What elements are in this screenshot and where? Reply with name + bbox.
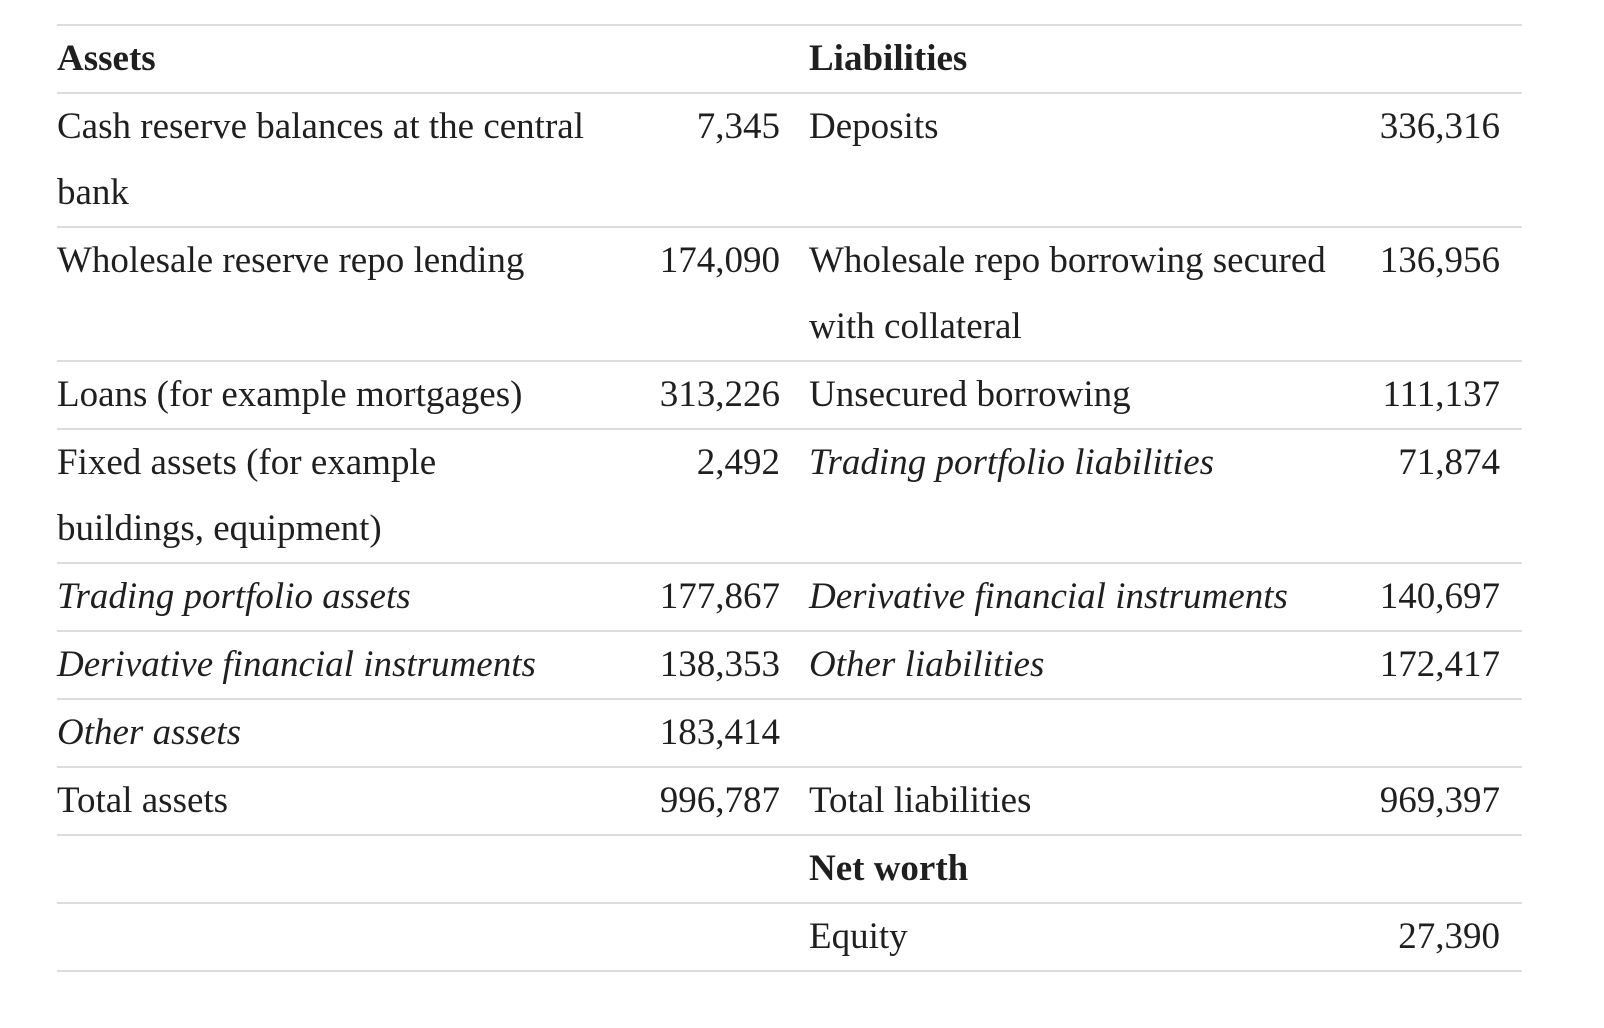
table-row: Cash reserve balances at the central ban… xyxy=(57,93,1522,227)
asset-value: 177,867 xyxy=(659,576,780,617)
header-row: Assets Liabilities xyxy=(57,25,1522,93)
asset-label: Trading portfolio assets xyxy=(57,576,411,617)
empty-cell xyxy=(592,25,786,93)
liability-value xyxy=(1346,699,1522,767)
asset-value: 2,492 xyxy=(696,442,780,483)
net-worth-header-row: Net worth xyxy=(57,835,1522,903)
liability-label: Trading portfolio liabilities xyxy=(809,442,1215,483)
total-assets-value: 996,787 xyxy=(659,780,780,821)
assets-header: Assets xyxy=(57,38,156,79)
equity-row: Equity 27,390 xyxy=(57,903,1522,971)
asset-label: Other assets xyxy=(57,712,241,753)
asset-label: Wholesale reserve repo lending xyxy=(57,240,525,281)
asset-value: 174,090 xyxy=(659,240,780,281)
asset-label: Cash reserve balances at the central ban… xyxy=(57,106,584,213)
asset-value: 183,414 xyxy=(659,712,780,753)
equity-value: 27,390 xyxy=(1398,916,1500,957)
total-liabilities-label: Total liabilities xyxy=(809,780,1032,821)
total-assets-label: Total assets xyxy=(57,780,229,821)
table-row: Trading portfolio assets 177,867 Derivat… xyxy=(57,563,1522,631)
balance-sheet-table: Assets Liabilities Cash reserve balances… xyxy=(57,24,1522,972)
liability-value: 336,316 xyxy=(1379,106,1500,147)
liability-value: 172,417 xyxy=(1379,644,1500,685)
table-row: Wholesale reserve repo lending 174,090 W… xyxy=(57,227,1522,361)
empty-cell xyxy=(592,903,786,971)
liability-label: Deposits xyxy=(809,106,939,147)
liability-value: 140,697 xyxy=(1379,576,1500,617)
liability-label: Unsecured borrowing xyxy=(809,374,1131,415)
equity-label: Equity xyxy=(809,916,908,957)
liability-label: Derivative financial instruments xyxy=(809,576,1288,617)
asset-label: Loans (for example mortgages) xyxy=(57,374,523,415)
liability-label xyxy=(786,699,1346,767)
table-row: Other assets 183,414 xyxy=(57,699,1522,767)
total-row: Total assets 996,787 Total liabilities 9… xyxy=(57,767,1522,835)
table-row: Fixed assets (for example buildings, equ… xyxy=(57,429,1522,563)
liability-value: 71,874 xyxy=(1398,442,1500,483)
asset-value: 138,353 xyxy=(659,644,780,685)
total-liabilities-value: 969,397 xyxy=(1379,780,1500,821)
liability-value: 136,956 xyxy=(1379,240,1500,281)
liability-value: 111,137 xyxy=(1382,374,1500,415)
table-row: Derivative financial instruments 138,353… xyxy=(57,631,1522,699)
empty-cell xyxy=(592,835,786,903)
asset-value: 313,226 xyxy=(659,374,780,415)
liability-label: Other liabilities xyxy=(809,644,1045,685)
liabilities-header: Liabilities xyxy=(809,38,968,79)
empty-cell xyxy=(57,903,592,971)
asset-label: Fixed assets (for example buildings, equ… xyxy=(57,442,437,549)
asset-value: 7,345 xyxy=(696,106,780,147)
empty-cell xyxy=(57,835,592,903)
empty-cell xyxy=(1346,835,1522,903)
net-worth-header: Net worth xyxy=(809,848,969,889)
liability-label: Wholesale repo borrowing secured with co… xyxy=(809,240,1326,347)
empty-cell xyxy=(1346,25,1522,93)
table-row: Loans (for example mortgages) 313,226 Un… xyxy=(57,361,1522,429)
asset-label: Derivative financial instruments xyxy=(57,644,536,685)
